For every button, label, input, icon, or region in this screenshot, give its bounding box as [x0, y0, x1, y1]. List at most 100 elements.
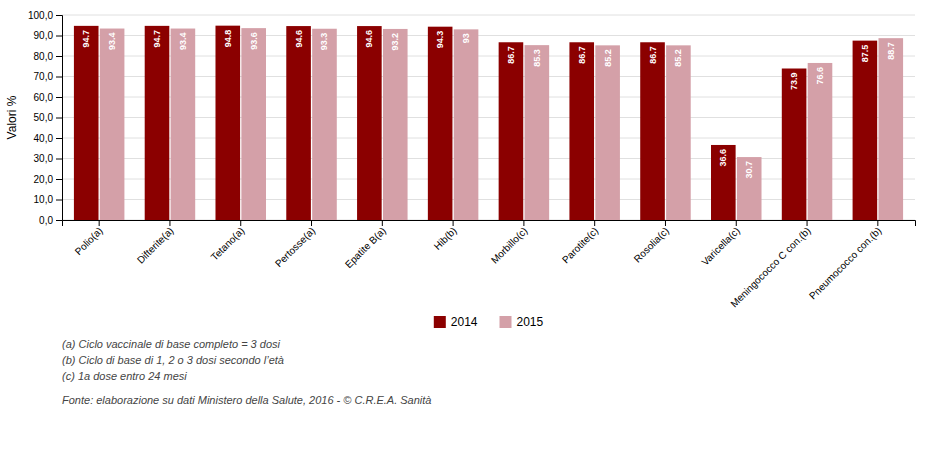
y-axis-title: Valori % — [5, 95, 19, 139]
tick-mark — [56, 15, 62, 16]
y-tick-label: 0,0 — [39, 215, 53, 226]
data-label: 86.7 — [506, 46, 516, 64]
x-tick-label: Pneumococco con.(b) — [807, 225, 884, 302]
footnote: (c) 1a dose entro 24 mesi — [62, 370, 187, 382]
data-label: 85.2 — [603, 49, 613, 67]
footnote: Fonte: elaborazione su dati Ministero de… — [62, 394, 431, 406]
data-label: 85.3 — [532, 49, 542, 67]
data-label: 86.7 — [577, 46, 587, 64]
y-tick: 40,0 — [34, 133, 62, 144]
bar — [286, 26, 311, 220]
bar — [428, 27, 453, 220]
data-label: 93 — [461, 33, 471, 43]
x-tick: Hib(b) — [432, 220, 459, 252]
y-tick-label: 50,0 — [34, 112, 54, 123]
y-tick-label: 100,0 — [28, 10, 53, 21]
x-tick-label: Meningococco C con.(b) — [728, 225, 812, 309]
legend-item: 2014 — [434, 315, 478, 329]
x-tick: Polio(a) — [73, 220, 105, 257]
x-tick-label: Polio(a) — [73, 225, 105, 257]
bar-series — [100, 28, 903, 220]
data-label: 85.2 — [673, 49, 683, 67]
bar — [383, 29, 408, 220]
footnote: (a) Ciclo vaccinale di base completo = 3… — [62, 338, 281, 350]
y-tick-label: 40,0 — [34, 133, 54, 144]
tick-mark — [453, 220, 454, 226]
data-label: 93.6 — [249, 32, 259, 50]
legend-swatch — [500, 316, 512, 328]
x-tick: Parotite(c) — [560, 220, 600, 265]
legend-label: 2015 — [517, 315, 544, 329]
y-tick: 10,0 — [34, 194, 62, 205]
chart: 94.794.794.894.694.694.386.786.786.736.6… — [0, 0, 935, 450]
axis-line — [63, 221, 916, 227]
data-label: 87.5 — [860, 45, 870, 63]
bar — [312, 29, 337, 220]
bar — [569, 42, 594, 220]
bar — [171, 29, 196, 220]
bar — [454, 29, 479, 220]
y-tick: 70,0 — [34, 71, 62, 82]
tick-mark — [56, 159, 62, 160]
x-tick: Morbillo(c) — [489, 220, 530, 266]
y-tick-label: 70,0 — [34, 71, 54, 82]
data-label: 94.6 — [364, 30, 374, 48]
y-axis: 0,010,020,030,040,050,060,070,080,090,01… — [28, 10, 63, 226]
bars — [74, 26, 903, 220]
x-tick-label: Tetano(a) — [209, 225, 247, 263]
y-tick-label: 80,0 — [34, 51, 54, 62]
tick-mark — [736, 220, 737, 226]
bar-series — [74, 26, 877, 220]
bar — [215, 26, 240, 220]
plot: 94.794.794.894.694.694.386.786.786.736.6… — [28, 10, 916, 310]
x-tick-label: Rosolia(c) — [632, 225, 672, 265]
grid — [62, 15, 915, 220]
tick-mark — [169, 220, 170, 226]
x-tick: Varicella(c) — [699, 220, 742, 268]
y-tick: 0,0 — [39, 215, 62, 226]
data-label: 73.9 — [789, 73, 799, 91]
data-label: 94.8 — [223, 30, 233, 48]
bar — [853, 41, 878, 220]
y-tick: 50,0 — [34, 112, 62, 123]
bar — [241, 28, 266, 220]
bar — [737, 157, 762, 220]
x-tick-label: Difterite(a) — [135, 225, 176, 266]
data-label: 94.3 — [435, 31, 445, 49]
x-tick-label: Varicella(c) — [699, 225, 742, 268]
bar — [666, 45, 691, 220]
x-tick-label: Parotite(c) — [560, 225, 600, 265]
y-tick: 90,0 — [34, 30, 62, 41]
data-label: 36.6 — [718, 149, 728, 167]
tick-mark — [311, 220, 312, 226]
bar — [640, 42, 665, 220]
tick-mark — [99, 220, 100, 226]
x-tick: Tetano(a) — [209, 220, 247, 263]
bar — [145, 26, 170, 220]
tick-mark — [56, 36, 62, 37]
legend: 2014 2015 — [434, 315, 544, 329]
x-tick: Pertosse(a) — [273, 220, 317, 269]
tick-mark — [56, 179, 62, 180]
legend-item: 2015 — [500, 315, 544, 329]
tick-mark — [56, 77, 62, 78]
grid-line — [62, 15, 915, 16]
x-tick: Meningococco C con.(b) — [728, 220, 812, 309]
y-tick-label: 10,0 — [34, 194, 54, 205]
bar — [595, 45, 620, 220]
data-label: 93.2 — [390, 33, 400, 51]
data-label: 93.3 — [319, 33, 329, 51]
tick-mark — [807, 220, 808, 226]
data-label: 86.7 — [648, 46, 658, 64]
bar — [100, 29, 125, 220]
x-tick: Difterite(a) — [135, 220, 176, 266]
data-labels: 94.794.794.894.694.694.386.786.786.736.6… — [81, 30, 896, 179]
data-label: 30.7 — [744, 161, 754, 179]
x-axis: Polio(a) Difterite(a) Tetano(a) Pertosse(a)… — [63, 220, 916, 309]
bar — [711, 145, 736, 220]
y-tick: 100,0 — [28, 10, 62, 21]
y-tick-label: 30,0 — [34, 153, 54, 164]
y-tick-label: 20,0 — [34, 174, 54, 185]
tick-mark — [240, 220, 241, 226]
bar — [878, 38, 903, 220]
